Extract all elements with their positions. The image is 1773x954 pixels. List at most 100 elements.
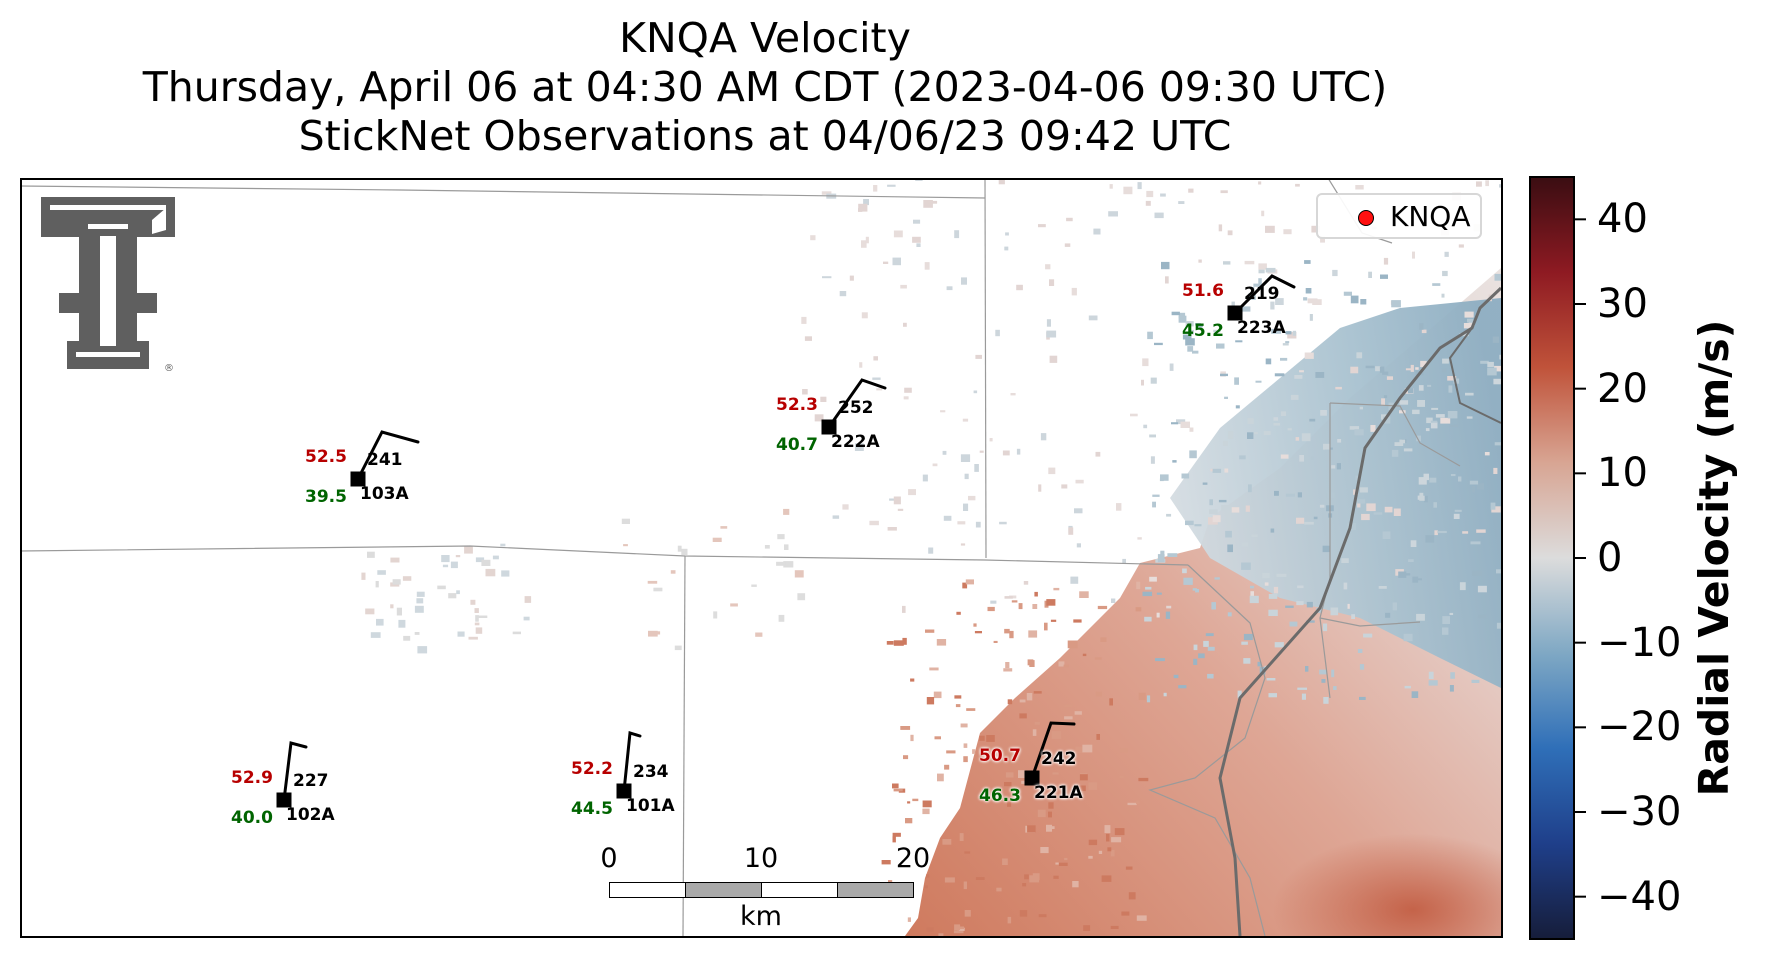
radar-echo-pixel [1313, 516, 1318, 520]
radar-echo-pixel [907, 917, 911, 922]
radar-echo-pixel [1183, 577, 1193, 585]
radar-echo-pixel [1477, 585, 1487, 593]
radar-echo-pixel [936, 639, 947, 646]
radar-echo-pixel [1399, 410, 1406, 414]
radar-echo-pixel [876, 388, 883, 391]
radar-echo-pixel [1492, 336, 1499, 343]
wind-barb [827, 378, 887, 429]
scale-segment [837, 882, 914, 898]
radar-echo-pixel [1101, 875, 1112, 882]
radar-echo-pixel [1418, 385, 1424, 391]
radar-echo-pixel [370, 632, 381, 638]
radar-echo-pixel [712, 537, 722, 542]
radar-echo-pixel [1018, 770, 1026, 778]
radar-echo-pixel [893, 230, 903, 238]
radar-echo-pixel [437, 585, 446, 590]
radar-echo-pixel [955, 704, 961, 708]
radar-echo-pixel [1058, 862, 1068, 866]
station-direction-label: 227 [293, 771, 329, 791]
scale-tick-20: 20 [895, 843, 931, 874]
station-id-label: 222A [831, 432, 880, 452]
radar-echo-pixel [1292, 330, 1297, 336]
radar-echo-pixel [1147, 331, 1153, 340]
radar-echo-pixel [900, 284, 907, 289]
radar-echo-pixel [1471, 679, 1480, 683]
radar-echo-pixel [1227, 230, 1233, 236]
radar-echo-pixel [1380, 274, 1388, 279]
radar-echo-pixel [912, 236, 921, 243]
radar-echo-pixel [1289, 621, 1298, 627]
radar-echo-pixel [492, 555, 499, 560]
radar-echo-pixel [1064, 857, 1068, 861]
radar-echo-pixel [1306, 620, 1315, 623]
radar-echo-pixel [1244, 260, 1255, 265]
radar-echo-pixel [975, 521, 981, 528]
station-id-label: 221A [1034, 783, 1083, 803]
radar-echo-pixel [1178, 201, 1185, 204]
radar-echo-pixel [1128, 892, 1136, 900]
radar-echo-pixel [1074, 711, 1082, 715]
radar-echo-pixel [1136, 915, 1147, 921]
radar-echo-pixel [905, 818, 913, 824]
radar-echo-pixel [973, 390, 978, 394]
radar-echo-pixel [1046, 319, 1051, 327]
radar-map[interactable] [20, 178, 1501, 936]
radar-echo-pixel [1411, 691, 1419, 698]
station-speed-label: 44.5 [571, 799, 613, 819]
radar-echo-pixel [801, 316, 807, 324]
radar-echo-pixel [1197, 323, 1203, 328]
station-id-label: 223A [1237, 318, 1286, 338]
radar-echo-pixel [1434, 530, 1438, 536]
station-marker-icon [1227, 305, 1243, 321]
radar-echo-pixel [1166, 605, 1172, 609]
radar-echo-pixel [1098, 850, 1103, 854]
radar-echo-pixel [1262, 572, 1270, 579]
radar-echo-pixel [783, 561, 794, 568]
radar-echo-pixel [964, 851, 971, 854]
radar-echo-pixel [1354, 429, 1364, 436]
radar-echo-pixel [1419, 492, 1424, 497]
radar-echo-pixel [1161, 261, 1170, 270]
radar-echo-pixel [1250, 585, 1255, 589]
radar-echo-pixel [1361, 513, 1370, 521]
station-id-label: 102A [286, 805, 335, 825]
radar-echo-pixel [674, 645, 682, 651]
radar-echo-pixel [1156, 612, 1160, 618]
radar-echo-pixel [1247, 418, 1254, 424]
radar-echo-pixel [979, 735, 985, 741]
station-id-label: 103A [360, 484, 409, 504]
radar-echo-pixel [1309, 418, 1316, 422]
radar-echo-pixel [1019, 713, 1027, 719]
radar-echo-pixel [1190, 329, 1194, 335]
radar-echo-pixel [1010, 393, 1016, 396]
radar-echo-pixel [1442, 627, 1449, 635]
radar-echo-pixel [1321, 679, 1326, 683]
radar-echo-pixel [932, 463, 938, 467]
radar-echo-pixel [933, 691, 942, 699]
radar-echo-pixel [1203, 640, 1209, 647]
radar-echo-pixel [1476, 181, 1482, 187]
radar-echo-pixel [1357, 501, 1361, 508]
radar-echo-pixel [1323, 697, 1329, 704]
radar-echo-pixel [959, 927, 965, 931]
radar-echo-pixel [1423, 473, 1429, 481]
radar-echo-pixel [390, 557, 400, 563]
radar-echo-pixel [1266, 678, 1276, 681]
radar-echo-pixel [904, 387, 912, 393]
radar-echo-pixel [1270, 528, 1275, 533]
radar-echo-pixel [1152, 501, 1156, 508]
map-title: KNQA Velocity Thursday, April 06 at 04:3… [20, 14, 1510, 161]
radar-echo-pixel [858, 203, 868, 212]
radar-echo-pixel [999, 521, 1007, 525]
radar-echo-pixel [1320, 410, 1327, 416]
radar-echo-pixel [1135, 607, 1142, 612]
radar-echo-pixel [776, 561, 786, 566]
radar-echo-pixel [1428, 680, 1438, 686]
radar-echo-pixel [623, 544, 628, 547]
radar-echo-pixel [942, 450, 947, 455]
radar-echo-pixel [1127, 802, 1137, 806]
radar-echo-pixel [1039, 754, 1048, 760]
radar-echo-pixel [1067, 640, 1078, 649]
radar-echo-pixel [1248, 484, 1252, 493]
radar-echo-pixel [1412, 409, 1420, 415]
